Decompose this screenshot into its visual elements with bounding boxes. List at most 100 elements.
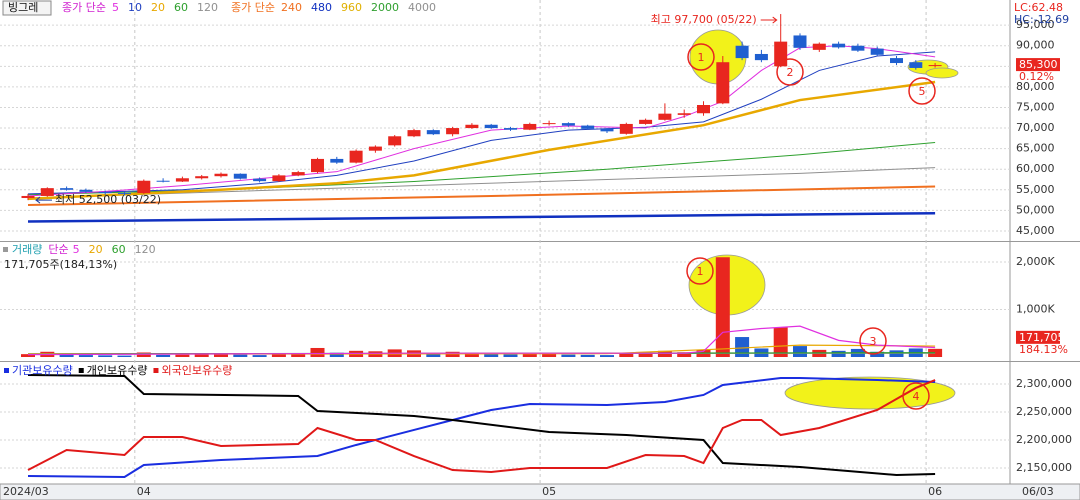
- annotation-ring: [686, 257, 714, 285]
- moving-average: [27, 211, 936, 223]
- volume-bar: [291, 353, 306, 357]
- holding-line: [27, 373, 936, 476]
- candle-body: [658, 113, 672, 120]
- legend-item: 기관보유수량: [12, 364, 73, 377]
- volume-bar: [117, 355, 132, 357]
- volume-bar: [831, 350, 846, 357]
- candle-body: [233, 173, 247, 179]
- legend-item: 거래량: [12, 243, 42, 256]
- volume-bar: [638, 353, 653, 357]
- candle-body: [368, 146, 382, 151]
- volume-bar: [271, 354, 286, 357]
- candle-body: [465, 124, 479, 129]
- candle-body: [137, 180, 151, 194]
- volume-bar: [522, 353, 537, 357]
- candle-body: [851, 45, 865, 51]
- y-tick-label: 55,000: [1016, 183, 1055, 196]
- volume-bar: [59, 354, 74, 357]
- legend-item: 240: [281, 1, 302, 14]
- annotation: 5: [919, 85, 926, 98]
- highlight: [925, 67, 959, 79]
- x-tick-label: 04: [137, 485, 151, 498]
- x-tick-label: 06: [928, 485, 942, 498]
- legend-item: 단순: [48, 243, 68, 256]
- legend-item: 10: [128, 1, 142, 14]
- y-tick-label: 2,300,000: [1016, 377, 1072, 390]
- candle-body: [175, 178, 189, 182]
- x-axis-bar: [0, 483, 1080, 500]
- lc-label: LC:62.48: [1014, 1, 1063, 14]
- volume-bar: [580, 354, 595, 357]
- volume-bar: [600, 355, 614, 357]
- candle-body: [890, 58, 903, 64]
- annotation: 3: [870, 335, 877, 348]
- legend-marker: [4, 368, 9, 373]
- volume-bar: [619, 352, 634, 357]
- candle-body: [253, 178, 267, 182]
- moving-average: [27, 80, 936, 201]
- change-label: 0.12%: [1019, 70, 1054, 83]
- candle-body: [832, 43, 846, 48]
- price-box: [1016, 58, 1060, 72]
- low-note: 최저 52,500 (03/22): [55, 193, 161, 206]
- candle-body: [446, 128, 460, 135]
- volume-bar: [773, 327, 788, 357]
- candle-body: [697, 105, 710, 114]
- volume-bar: [715, 257, 730, 357]
- candle-body: [812, 43, 826, 50]
- y-tick-label: 90,000: [1016, 39, 1055, 52]
- legend-item: 120: [135, 243, 156, 256]
- y-tick-label: 2,200,000: [1016, 433, 1072, 446]
- legend-marker: [78, 368, 84, 373]
- moving-average: [27, 185, 936, 207]
- hc-label: HC:-12.69: [1014, 13, 1069, 26]
- legend-item: 개인보유수량: [87, 364, 148, 377]
- candle-body: [677, 113, 691, 115]
- candle-body: [407, 130, 421, 137]
- volume-bar: [252, 355, 267, 357]
- holding-line: [27, 376, 936, 479]
- candle-body: [793, 35, 807, 48]
- volume-bar: [503, 354, 518, 357]
- legend-marker: [153, 368, 159, 373]
- legend-item: 외국인보유수량: [161, 364, 232, 377]
- volume-bar: [329, 352, 344, 357]
- annotation-ring: [908, 77, 936, 105]
- candle-body: [21, 195, 35, 199]
- legend-item: 20: [151, 1, 165, 14]
- volume-bar: [98, 355, 113, 357]
- legend-item: 960: [341, 1, 362, 14]
- volume-bar: [793, 346, 807, 357]
- y-tick-label: 2,000K: [1016, 255, 1055, 268]
- candle-body: [716, 62, 730, 104]
- candle-body: [754, 53, 768, 61]
- candle-body: [561, 123, 575, 126]
- volume-bar: [426, 353, 441, 357]
- annotation: 2: [787, 66, 794, 79]
- legend-item: 60: [174, 1, 188, 14]
- stock-name: 빙그레: [8, 1, 38, 14]
- candle-body: [619, 123, 633, 134]
- candle-body: [40, 188, 54, 196]
- y-tick-label: 2,150,000: [1016, 461, 1072, 474]
- candle-body: [195, 176, 209, 179]
- candle-body: [523, 123, 537, 130]
- y-tick-label: 80,000: [1016, 80, 1055, 93]
- legend-item: 120: [197, 1, 218, 14]
- annotation-ring: [859, 327, 887, 355]
- volume-bar: [233, 354, 248, 357]
- candle-body: [60, 188, 74, 190]
- candle-body: [118, 193, 131, 195]
- volume-average: [27, 325, 936, 356]
- volume-bar: [464, 352, 479, 357]
- volume-bar: [175, 354, 190, 357]
- candle-body: [272, 175, 286, 182]
- candle-body: [156, 180, 170, 182]
- volume-bar: [677, 352, 692, 357]
- annotation-ring: [687, 43, 715, 71]
- x-tick-label: 06/03: [1022, 485, 1054, 498]
- annotation: 4: [913, 390, 920, 403]
- candle-body: [542, 123, 556, 125]
- high-note: 최고 97,700 (05/22): [651, 13, 757, 26]
